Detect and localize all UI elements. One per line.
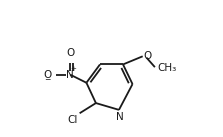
- Text: CH₃: CH₃: [157, 63, 176, 73]
- Text: N: N: [66, 70, 74, 80]
- Text: O: O: [43, 70, 51, 80]
- Text: Cl: Cl: [67, 115, 78, 125]
- Text: O: O: [143, 51, 151, 61]
- Text: −: −: [45, 75, 51, 85]
- Text: +: +: [71, 66, 76, 72]
- Text: N: N: [116, 112, 124, 122]
- Text: O: O: [66, 48, 74, 58]
